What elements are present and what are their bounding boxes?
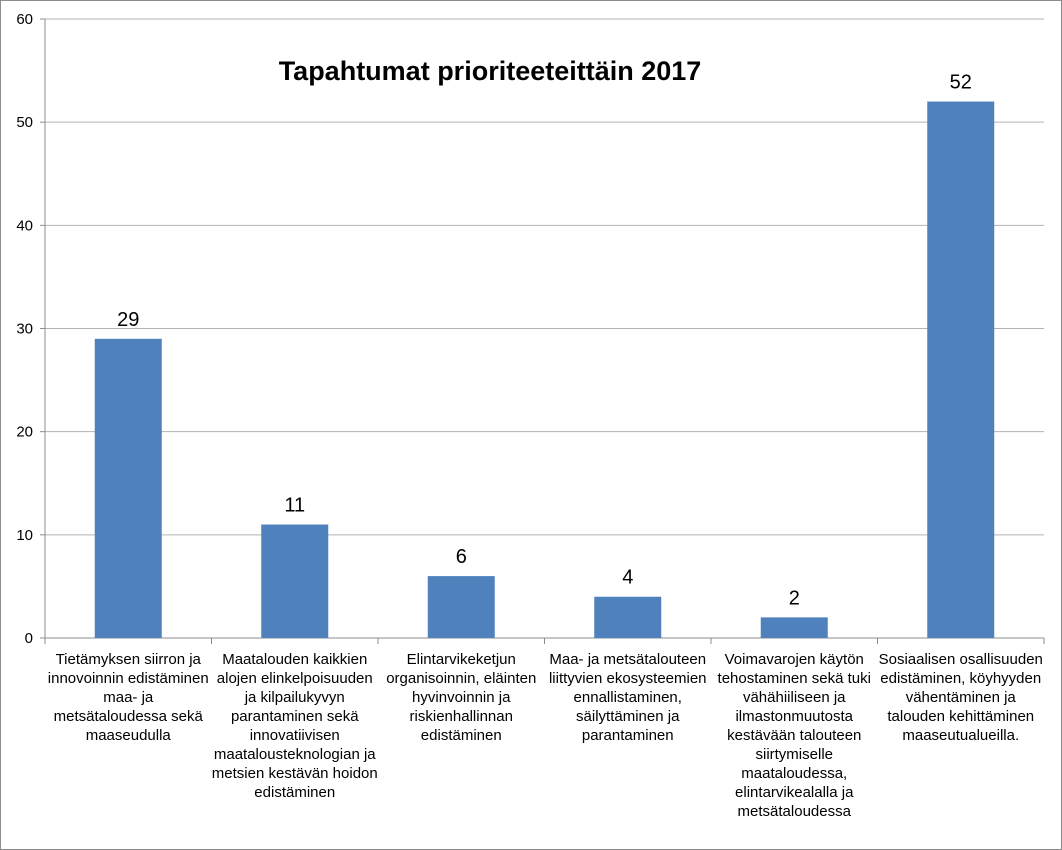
y-tick-label: 40 bbox=[16, 217, 33, 234]
x-tick-label: Tietämyksen siirron ja innovoinnin edist… bbox=[47, 651, 209, 744]
data-label: 6 bbox=[456, 546, 467, 568]
data-label: 2 bbox=[789, 587, 800, 609]
x-tick-label: Maa- ja metsätalouteen liittyvien ekosys… bbox=[548, 651, 707, 744]
bar bbox=[594, 596, 662, 638]
data-label: 11 bbox=[284, 495, 305, 517]
data-label: 4 bbox=[622, 567, 633, 589]
y-tick-label: 20 bbox=[16, 424, 33, 441]
y-tick-label: 60 bbox=[16, 11, 33, 28]
bar bbox=[261, 524, 329, 638]
bar bbox=[927, 101, 995, 639]
x-tick-label: Voimavarojen käytön tehostaminen sekä tu… bbox=[717, 651, 871, 820]
bar bbox=[94, 338, 162, 638]
bar bbox=[427, 576, 495, 638]
x-tick-label: Maatalouden kaikkien alojen elinkelpoisu… bbox=[211, 651, 378, 801]
y-tick-label: 30 bbox=[16, 321, 33, 338]
data-label: 52 bbox=[950, 72, 972, 94]
chart-title: Tapahtumat prioriteeteittäin 2017 bbox=[279, 56, 702, 86]
data-label: 29 bbox=[117, 309, 139, 331]
bar bbox=[760, 617, 828, 638]
x-tick-label: Sosiaalisen osallisuuden edistäminen, kö… bbox=[878, 651, 1043, 744]
y-tick-label: 0 bbox=[25, 630, 33, 647]
y-tick-label: 50 bbox=[16, 114, 33, 131]
x-tick-label: Elintarvikeketjun organisoinnin, eläinte… bbox=[386, 651, 537, 744]
y-tick-label: 10 bbox=[16, 527, 33, 544]
